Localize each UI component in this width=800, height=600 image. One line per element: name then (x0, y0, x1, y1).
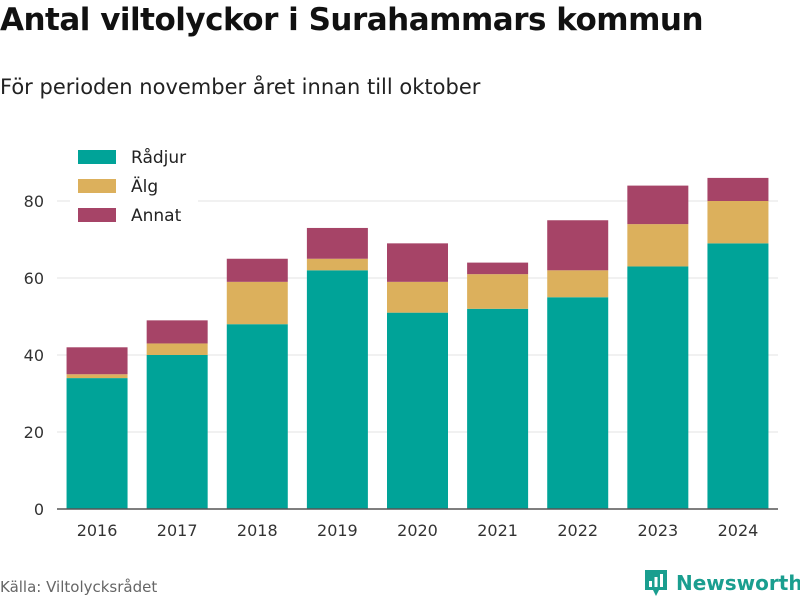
bar-annat-2023 (627, 185, 689, 225)
bar-annat-2018 (226, 258, 288, 282)
y-tick-label: 20 (24, 423, 44, 442)
newsworthy-logo: Newsworthy (643, 568, 800, 598)
bar-älg-2022 (547, 270, 609, 298)
bar-rådjur-2022 (547, 297, 609, 509)
bar-annat-2019 (306, 227, 368, 259)
x-tick-label: 2022 (557, 521, 598, 540)
legend-label-älg: Älg (131, 176, 158, 197)
bar-älg-2020 (387, 281, 448, 313)
newsworthy-logo-icon (645, 570, 667, 596)
x-tick-label: 2021 (477, 521, 518, 540)
bar-rådjur-2019 (306, 270, 368, 509)
x-tick-label: 2017 (157, 521, 198, 540)
bar-rådjur-2018 (226, 324, 288, 509)
brand-name: Newsworthy (676, 571, 800, 595)
bar-rådjur-2021 (467, 308, 529, 509)
bar-annat-2022 (547, 220, 609, 271)
bar-rådjur-2024 (707, 243, 769, 509)
legend-swatch-rådjur (78, 150, 116, 164)
x-tick-label: 2020 (397, 521, 438, 540)
chart-title: Antal viltolyckor i Surahammars kommun (0, 2, 704, 38)
x-tick-label: 2016 (77, 521, 118, 540)
y-tick-label: 80 (24, 192, 44, 211)
bar-rådjur-2016 (66, 378, 128, 509)
bar-annat-2024 (707, 177, 769, 201)
stacked-bar-chart: 0 20 40 60 80 2016 2017 2018 2019 2020 2021 2022 202… (23, 147, 778, 540)
legend-swatch-annat (78, 208, 116, 222)
y-tick-label: 0 (34, 500, 44, 519)
bar-rådjur-2023 (627, 266, 689, 509)
bar-älg-2017 (146, 343, 208, 355)
bar-annat-2020 (387, 243, 448, 282)
bar-rådjur-2017 (146, 355, 208, 509)
bar-älg-2024 (707, 201, 769, 244)
x-tick-label: 2019 (317, 521, 358, 540)
y-tick-label: 60 (24, 269, 44, 288)
bar-annat-2021 (467, 262, 529, 275)
bar-rådjur-2020 (387, 312, 448, 509)
bar-älg-2016 (66, 374, 128, 379)
bar-älg-2018 (226, 281, 288, 325)
source-note: Källa: Viltolycksrådet (0, 578, 158, 596)
x-tick-label: 2018 (237, 521, 278, 540)
bar-älg-2023 (627, 224, 689, 267)
x-tick-label: 2024 (718, 521, 759, 540)
legend-label-annat: Annat (131, 206, 182, 226)
y-tick-label: 40 (24, 346, 44, 365)
legend-label-rådjur: Rådjur (131, 147, 186, 168)
legend-swatch-älg (78, 179, 116, 193)
x-tick-label: 2023 (637, 521, 678, 540)
bar-älg-2021 (467, 274, 529, 309)
bar-annat-2017 (146, 320, 208, 344)
bar-annat-2016 (66, 347, 128, 375)
bar-älg-2019 (306, 258, 368, 271)
chart-subtitle: För perioden november året innan till ok… (0, 75, 481, 99)
